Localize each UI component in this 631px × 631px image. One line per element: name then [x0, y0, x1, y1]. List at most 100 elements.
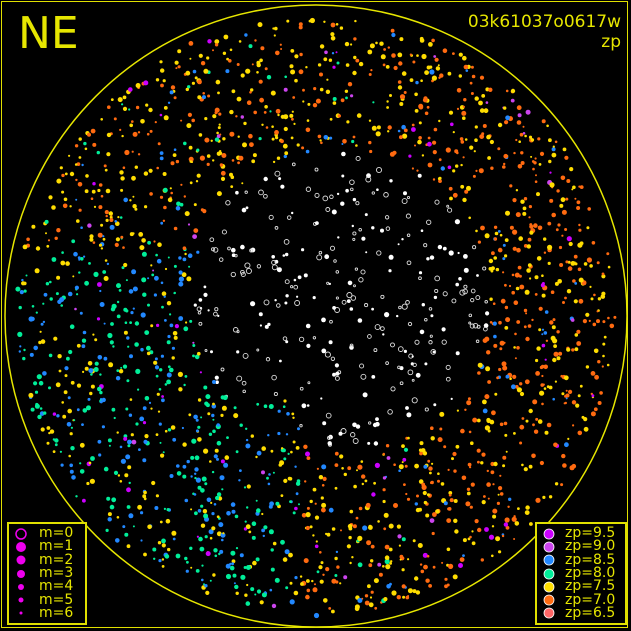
- star-point: [456, 88, 462, 93]
- star-point: [576, 206, 581, 210]
- star-point: [527, 263, 532, 267]
- star-point: [522, 132, 526, 135]
- star-point: [44, 219, 49, 224]
- star-point: [163, 106, 168, 110]
- star-point: [456, 151, 459, 155]
- star-point: [306, 119, 310, 122]
- star-point: [364, 600, 370, 606]
- star-point: [493, 334, 497, 339]
- star-point: [556, 356, 561, 361]
- star-point: [263, 111, 267, 114]
- star-point: [402, 133, 408, 139]
- star-point: [137, 131, 141, 134]
- star-point: [92, 241, 96, 244]
- star-point: [107, 105, 111, 109]
- star-point: [479, 108, 485, 113]
- star-point: [442, 246, 447, 251]
- star-point: [69, 205, 72, 208]
- star-point: [67, 291, 73, 297]
- star-point: [573, 261, 576, 264]
- star-point: [284, 75, 288, 79]
- star-point: [297, 427, 300, 431]
- star-point: [280, 447, 284, 450]
- star-point: [524, 134, 527, 138]
- star-point: [248, 44, 253, 49]
- star-point: [509, 377, 512, 381]
- star-point: [270, 567, 275, 572]
- star-point: [104, 210, 109, 215]
- star-point: [215, 495, 220, 501]
- star-point: [235, 115, 238, 118]
- star-point: [274, 130, 279, 135]
- star-point: [417, 139, 422, 145]
- star-point: [483, 326, 488, 332]
- star-point: [470, 482, 475, 487]
- star-point: [324, 254, 330, 260]
- star-point: [322, 573, 325, 576]
- star-point: [401, 461, 404, 464]
- star-point: [293, 122, 296, 125]
- star-point: [544, 358, 547, 361]
- star-point: [373, 441, 379, 446]
- star-point: [411, 127, 416, 132]
- star-point: [528, 135, 533, 139]
- star-point: [520, 151, 524, 155]
- star-point: [128, 513, 134, 519]
- star-point: [488, 534, 495, 540]
- star-point: [543, 251, 547, 254]
- star-point: [427, 162, 433, 168]
- star-point: [347, 523, 353, 529]
- star-point: [457, 251, 460, 255]
- star-point: [433, 403, 437, 407]
- star-point: [519, 391, 525, 397]
- star-point: [481, 500, 486, 505]
- star-point: [396, 595, 401, 600]
- star-point: [271, 374, 277, 381]
- star-point: [368, 602, 374, 608]
- star-point: [364, 213, 368, 217]
- star-point: [186, 123, 192, 129]
- star-point: [335, 296, 339, 300]
- star-point: [143, 80, 149, 86]
- star-point: [447, 468, 450, 471]
- star-point: [109, 340, 114, 345]
- star-point: [596, 319, 600, 324]
- star-point: [128, 413, 133, 417]
- star-point: [314, 502, 317, 505]
- star-point: [427, 136, 431, 140]
- star-point: [236, 96, 242, 102]
- star-point: [261, 446, 267, 451]
- star-point: [64, 374, 68, 378]
- star-point: [109, 504, 115, 510]
- star-point: [216, 151, 222, 156]
- star-point: [194, 472, 197, 475]
- star-point: [458, 74, 462, 78]
- star-point: [403, 128, 408, 133]
- star-point: [320, 397, 323, 400]
- star-point: [472, 245, 477, 250]
- star-point: [493, 237, 498, 241]
- star-point: [184, 498, 189, 503]
- star-point: [161, 305, 164, 309]
- legend-zp-label: zp=9.5: [565, 525, 616, 542]
- star-point: [178, 387, 183, 392]
- star-point: [402, 595, 406, 599]
- star-point: [418, 104, 424, 110]
- star-point: [484, 527, 489, 532]
- star-point: [161, 558, 165, 561]
- star-point: [188, 265, 191, 268]
- size-marker-icon: [11, 554, 31, 566]
- star-point: [306, 456, 311, 460]
- star-point: [140, 312, 146, 318]
- legend-zp-label: zp=8.0: [565, 565, 616, 582]
- star-point: [319, 139, 322, 142]
- star-point: [60, 463, 64, 467]
- star-point: [48, 195, 53, 200]
- star-point: [468, 321, 472, 325]
- star-point: [484, 233, 490, 239]
- star-point: [392, 150, 397, 155]
- star-point: [75, 198, 78, 201]
- star-point: [433, 55, 437, 58]
- star-point: [93, 271, 99, 277]
